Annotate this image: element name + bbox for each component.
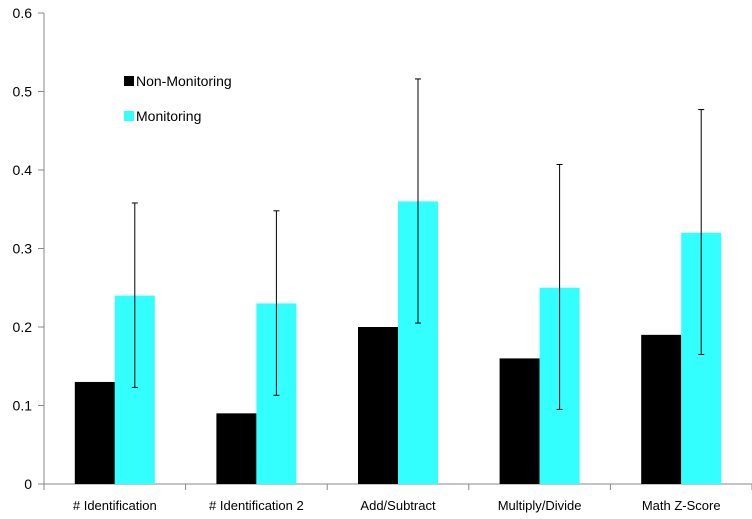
x-category-label: Math Z-Score xyxy=(642,498,721,513)
bar-non-monitoring xyxy=(216,413,257,484)
bar-non-monitoring xyxy=(499,358,540,484)
error-bars xyxy=(131,78,705,410)
y-tick-label: 0.2 xyxy=(13,319,33,335)
legend-swatch-non-monitoring xyxy=(124,76,134,86)
y-tick-label: 0 xyxy=(24,476,32,492)
x-category-label: Add/Subtract xyxy=(360,498,436,513)
y-tick-label: 0.1 xyxy=(13,398,33,414)
axes: 0 0.1 0.2 0.3 0.4 0.5 0.6 xyxy=(13,5,752,492)
category-labels: # Identification # Identification 2 Add/Su… xyxy=(73,498,721,513)
bar-non-monitoring xyxy=(74,381,115,484)
y-tick-label: 0.4 xyxy=(13,162,33,178)
y-tick-label: 0.3 xyxy=(13,241,33,257)
legend-label-non-monitoring: Non-Monitoring xyxy=(136,73,232,89)
y-tick-label: 0.5 xyxy=(13,84,33,100)
y-tick-label: 0.6 xyxy=(13,5,33,21)
legend-swatch-monitoring xyxy=(124,111,134,121)
legend: Non-Monitoring Monitoring xyxy=(124,73,232,124)
bar-non-monitoring xyxy=(641,334,682,484)
bar-non-monitoring xyxy=(358,327,398,484)
bars xyxy=(74,201,722,484)
legend-label-monitoring: Monitoring xyxy=(136,108,201,124)
x-category-label: Multiply/Divide xyxy=(498,498,582,513)
x-category-label: # Identification 2 xyxy=(209,498,304,513)
x-category-label: # Identification xyxy=(73,498,157,513)
